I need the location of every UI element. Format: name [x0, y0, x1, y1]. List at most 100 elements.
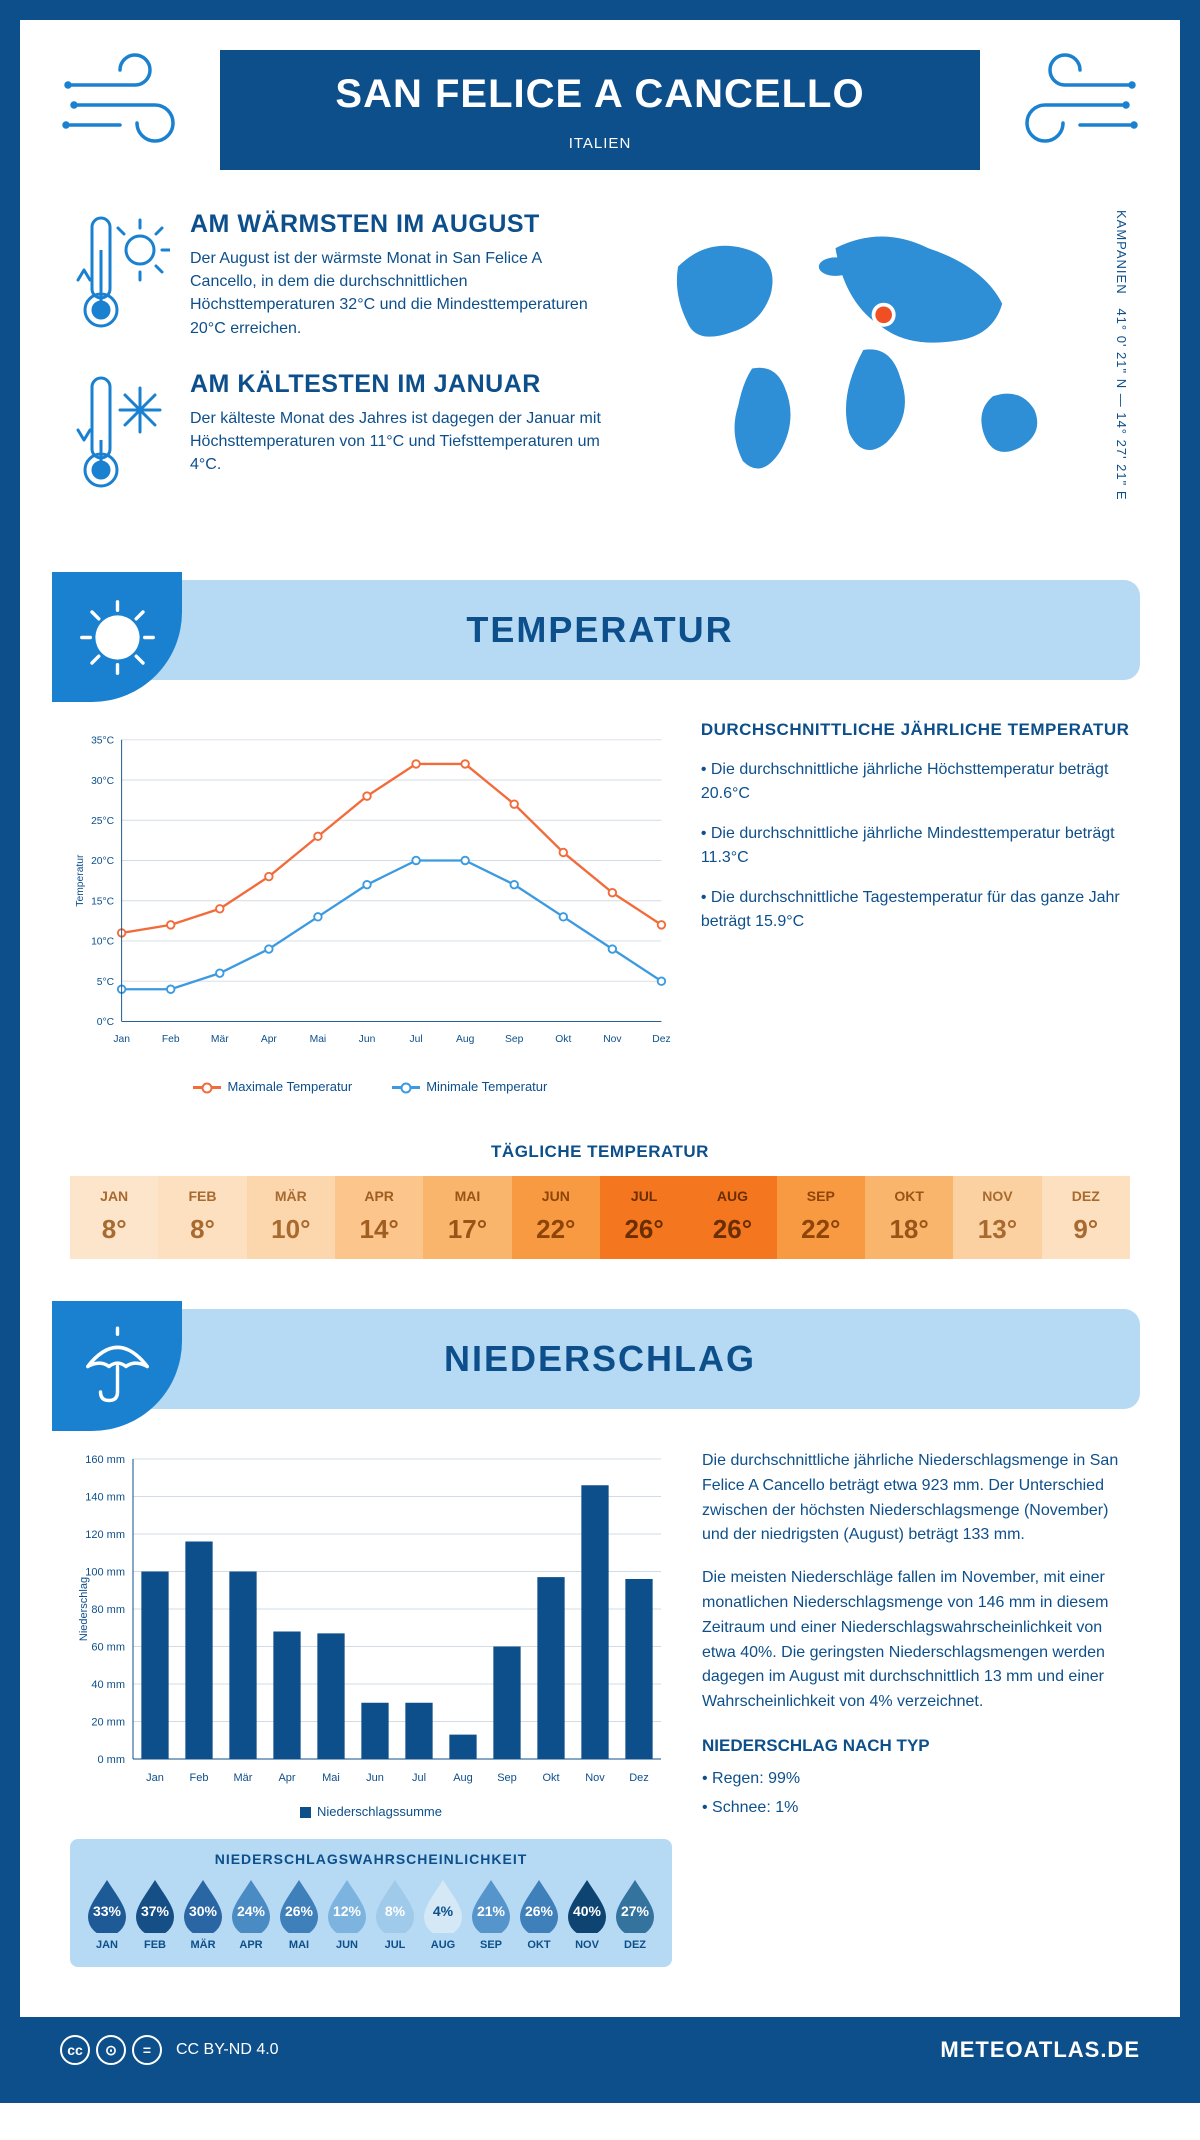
nd-icon: = [132, 2035, 162, 2065]
precipitation-banner: NIEDERSCHLAG [60, 1309, 1140, 1409]
thermometer-snow-icon [70, 370, 170, 500]
temp-fact-3: • Die durchschnittliche Tagestemperatur … [701, 886, 1130, 934]
probability-drop: 24%APR [228, 1877, 274, 1951]
svg-text:Mär: Mär [211, 1034, 229, 1045]
precipitation-probability-panel: NIEDERSCHLAGSWAHRSCHEINLICHKEIT 33%JAN37… [70, 1839, 672, 1967]
svg-text:25°C: 25°C [91, 816, 115, 827]
svg-text:5°C: 5°C [97, 977, 115, 988]
probability-drop: 27%DEZ [612, 1877, 658, 1951]
coordinates: KAMPANIEN 41° 0' 21" N — 14° 27' 21" E [1112, 210, 1130, 501]
probability-heading: NIEDERSCHLAGSWAHRSCHEINLICHKEIT [84, 1851, 658, 1867]
svg-text:Feb: Feb [162, 1034, 180, 1045]
svg-text:Jul: Jul [409, 1034, 422, 1045]
thermometer-sun-icon [70, 210, 170, 340]
daily-temp-table: JAN8°FEB8°MÄR10°APR14°MAI17°JUN22°JUL26°… [70, 1176, 1130, 1259]
daily-temp-heading: TÄGLICHE TEMPERATUR [20, 1142, 1180, 1162]
svg-text:Jun: Jun [366, 1772, 384, 1784]
precip-type-2: • Schnee: 1% [702, 1796, 1130, 1821]
probability-drop: 26%MAI [276, 1877, 322, 1951]
svg-text:Okt: Okt [542, 1772, 559, 1784]
precipitation-heading: NIEDERSCHLAG [444, 1338, 756, 1380]
svg-text:20 mm: 20 mm [91, 1717, 125, 1729]
temperature-legend: Maximale Temperatur Minimale Temperatur [70, 1079, 671, 1094]
probability-drop: 21%SEP [468, 1877, 514, 1951]
daily-cell: NOV13° [953, 1176, 1041, 1259]
daily-cell: AUG26° [688, 1176, 776, 1259]
svg-text:20°C: 20°C [91, 856, 115, 867]
world-map-icon [641, 210, 1104, 490]
svg-text:Mai: Mai [310, 1034, 327, 1045]
svg-text:Jun: Jun [359, 1034, 376, 1045]
cc-icon: cc [60, 2035, 90, 2065]
temp-fact-1: • Die durchschnittliche jährliche Höchst… [701, 758, 1130, 806]
svg-text:40 mm: 40 mm [91, 1679, 125, 1691]
daily-cell: MÄR10° [247, 1176, 335, 1259]
svg-text:120 mm: 120 mm [85, 1529, 125, 1541]
probability-drop: 8%JUL [372, 1877, 418, 1951]
svg-text:140 mm: 140 mm [85, 1492, 125, 1504]
daily-cell: JAN8° [70, 1176, 158, 1259]
daily-cell: MAI17° [423, 1176, 511, 1259]
sun-icon [75, 595, 160, 680]
svg-text:Jul: Jul [412, 1772, 426, 1784]
precip-type-heading: NIEDERSCHLAG NACH TYP [702, 1733, 1130, 1759]
temperature-heading: TEMPERATUR [466, 609, 733, 651]
probability-drop: 30%MÄR [180, 1877, 226, 1951]
site-name: METEOATLAS.DE [940, 2037, 1140, 2063]
daily-cell: JUN22° [512, 1176, 600, 1259]
license-text: CC BY-ND 4.0 [176, 2041, 279, 2059]
probability-drop: 33%JAN [84, 1877, 130, 1951]
svg-text:Nov: Nov [585, 1772, 605, 1784]
probability-drop: 4%AUG [420, 1877, 466, 1951]
svg-text:Niederschlag: Niederschlag [78, 1577, 90, 1641]
svg-text:Aug: Aug [453, 1772, 473, 1784]
svg-text:100 mm: 100 mm [85, 1567, 125, 1579]
svg-text:Mai: Mai [322, 1772, 340, 1784]
header: SAN FELICE A CANCELLO ITALIEN [20, 20, 1180, 170]
svg-text:Sep: Sep [497, 1772, 517, 1784]
svg-text:80 mm: 80 mm [91, 1604, 125, 1616]
footer: cc ⊙ = CC BY-ND 4.0 METEOATLAS.DE [20, 2017, 1180, 2083]
svg-text:Nov: Nov [603, 1034, 622, 1045]
warmest-block: AM WÄRMSTEN IM AUGUST Der August ist der… [70, 210, 611, 340]
title-banner: SAN FELICE A CANCELLO ITALIEN [220, 50, 980, 170]
daily-cell: OKT18° [865, 1176, 953, 1259]
svg-text:Sep: Sep [505, 1034, 524, 1045]
page-subtitle: ITALIEN [260, 135, 940, 152]
svg-text:10°C: 10°C [91, 937, 115, 948]
svg-text:Jan: Jan [146, 1772, 164, 1784]
probability-drop: 37%FEB [132, 1877, 178, 1951]
svg-text:Dez: Dez [629, 1772, 649, 1784]
svg-text:Aug: Aug [456, 1034, 475, 1045]
precipitation-bar-chart: 0 mm 20 mm 40 mm 60 mm 80 mm 100 mm 120 mm 140 … [70, 1449, 672, 1789]
precip-type-1: • Regen: 99% [702, 1767, 1130, 1792]
svg-text:35°C: 35°C [91, 736, 115, 747]
daily-cell: DEZ9° [1042, 1176, 1130, 1259]
probability-drop: 26%OKT [516, 1877, 562, 1951]
svg-text:Apr: Apr [278, 1772, 295, 1784]
probability-drop: 40%NOV [564, 1877, 610, 1951]
warmest-heading: AM WÄRMSTEN IM AUGUST [190, 210, 611, 239]
svg-text:Apr: Apr [261, 1034, 278, 1045]
svg-text:0°C: 0°C [97, 1017, 115, 1028]
temperature-banner: TEMPERATUR [60, 580, 1140, 680]
svg-text:160 mm: 160 mm [85, 1454, 125, 1466]
daily-cell: SEP22° [777, 1176, 865, 1259]
svg-text:60 mm: 60 mm [91, 1642, 125, 1654]
umbrella-icon [75, 1324, 160, 1409]
daily-cell: APR14° [335, 1176, 423, 1259]
svg-text:Dez: Dez [652, 1034, 670, 1045]
wind-icon-left [60, 50, 200, 150]
temp-fact-2: • Die durchschnittliche jährliche Mindes… [701, 822, 1130, 870]
temperature-line-chart: 0°C5°C10°C15°C20°C25°C30°C35°CJanFebMärA… [70, 720, 671, 1060]
precip-text-1: Die durchschnittliche jährliche Niedersc… [702, 1449, 1130, 1548]
svg-text:0 mm: 0 mm [98, 1754, 126, 1766]
svg-text:Mär: Mär [234, 1772, 253, 1784]
svg-text:30°C: 30°C [91, 776, 115, 787]
page-title: SAN FELICE A CANCELLO [260, 72, 940, 117]
coldest-text: Der kälteste Monat des Jahres ist dagege… [190, 407, 611, 477]
cc-icons: cc ⊙ = [60, 2035, 162, 2065]
svg-text:15°C: 15°C [91, 896, 115, 907]
warmest-text: Der August ist der wärmste Monat in San … [190, 247, 611, 340]
coldest-heading: AM KÄLTESTEN IM JANUAR [190, 370, 611, 399]
